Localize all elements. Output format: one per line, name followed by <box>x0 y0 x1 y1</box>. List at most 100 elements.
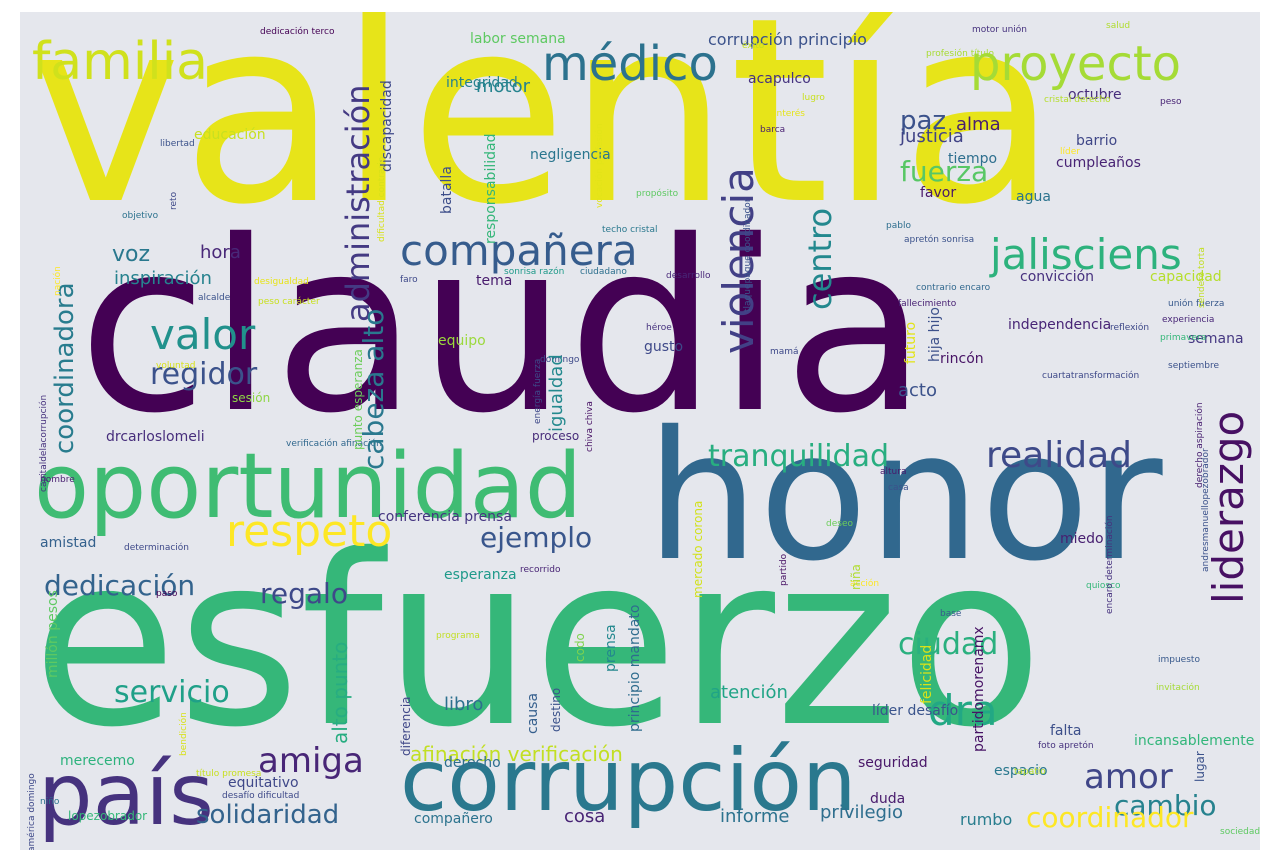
word: codo <box>573 633 587 662</box>
word: barrio <box>1076 133 1118 149</box>
word: vocación profesión <box>595 123 605 208</box>
word: tiempo <box>948 151 998 167</box>
word: partido <box>779 553 789 586</box>
word: miedo <box>1060 531 1104 547</box>
word: impuesto <box>1158 655 1200 665</box>
word: sociedad colega <box>1220 827 1260 837</box>
word: semana <box>1188 331 1244 347</box>
word: hora <box>200 242 241 263</box>
word: causa <box>525 692 541 734</box>
word: compañero <box>414 811 493 827</box>
word: justicia <box>900 126 964 147</box>
word: alto punto <box>328 641 352 744</box>
word: compañera <box>400 226 638 275</box>
word: regalo <box>260 577 348 610</box>
word: proceso <box>532 429 580 443</box>
word: labor semana <box>470 31 566 47</box>
word: ciudadano <box>580 267 627 277</box>
word: corrupción principio <box>708 30 867 49</box>
word: batalla <box>439 166 455 214</box>
word: regidor <box>150 357 258 392</box>
word: apretón sonrisa <box>904 235 975 245</box>
word: bendición <box>179 712 189 756</box>
word: diferencia <box>399 696 413 756</box>
word: paz <box>900 106 947 136</box>
word: alma <box>956 114 1001 135</box>
word: voz <box>112 242 151 267</box>
word: éxito <box>742 41 765 51</box>
word: destino <box>549 687 563 732</box>
word: propósito <box>636 189 679 199</box>
word: cambio <box>1114 789 1217 822</box>
word: niño <box>40 797 60 807</box>
word: convicción <box>1020 269 1095 285</box>
word: verificación afinación <box>286 439 382 449</box>
word: familia <box>32 32 209 92</box>
word: integridad <box>446 75 518 91</box>
word: andresmanuellopezobrador <box>1201 448 1211 572</box>
word: peso <box>1160 97 1182 107</box>
word: falta <box>1050 723 1082 739</box>
word: reflexión <box>1110 323 1150 333</box>
word: dedicación terco <box>260 27 335 37</box>
word: amistad <box>40 535 97 551</box>
word: altura <box>880 467 907 477</box>
word: desafío dificultad <box>222 791 300 801</box>
word: amiga <box>258 741 364 781</box>
word: lugar <box>1193 751 1207 782</box>
word: valor <box>150 310 256 359</box>
word: partidomorenamx <box>971 626 987 752</box>
word: líder <box>1060 147 1080 157</box>
word: rincón <box>940 351 984 367</box>
word: héroe <box>646 323 672 333</box>
word: hija hijo <box>927 307 943 362</box>
word: base <box>940 609 962 619</box>
word: igualdad <box>546 354 567 432</box>
word: hombre <box>40 475 75 485</box>
word: domingo <box>540 355 580 365</box>
word: programa <box>436 631 480 641</box>
word: niña <box>849 564 863 590</box>
word: sonrisa razón <box>504 267 565 277</box>
word: quiosco <box>1086 581 1121 591</box>
word: motor unión <box>972 25 1027 35</box>
word: corrupción <box>400 731 857 831</box>
word: cumpleaños <box>1056 155 1141 171</box>
word: casa <box>888 483 909 493</box>
word: rumbo <box>960 810 1013 829</box>
word: lugro <box>802 93 825 103</box>
word: país <box>38 745 214 845</box>
word: médico <box>542 36 718 92</box>
word: ciudad <box>898 627 999 662</box>
word: realidad <box>986 435 1132 476</box>
word: desarrollo <box>666 271 711 281</box>
word: honor <box>646 393 1163 600</box>
word: claudia <box>78 190 928 465</box>
word: tranquilidad <box>708 439 890 474</box>
word: millón pesos <box>45 590 61 678</box>
word: equipo <box>438 333 486 349</box>
word: esfuerzo <box>32 504 1044 779</box>
word: acto <box>898 380 937 401</box>
word: coordinador <box>1026 801 1194 834</box>
word: acción <box>850 579 880 589</box>
word: contrario encaro <box>916 283 991 293</box>
word: afinación verificación <box>410 742 623 766</box>
word: jalisciens <box>990 230 1182 279</box>
word: ejemplo <box>480 521 593 554</box>
word: capacidad <box>1150 269 1222 285</box>
word: foto apretón <box>1038 741 1094 751</box>
word: cosa <box>564 806 606 827</box>
word: septiembre <box>1168 361 1220 371</box>
word: fallecimiento <box>898 299 957 309</box>
word: fuerza <box>900 155 989 188</box>
word: líder desafío <box>872 703 959 719</box>
word: sesión <box>232 391 271 405</box>
word: conferencia prensa <box>378 509 512 525</box>
word: amor <box>1084 757 1173 797</box>
word: inspiración <box>114 268 212 289</box>
word: voluntad <box>156 361 196 371</box>
word: atención <box>710 682 788 703</box>
word: reto <box>169 191 179 210</box>
word: esperanza <box>444 567 517 583</box>
